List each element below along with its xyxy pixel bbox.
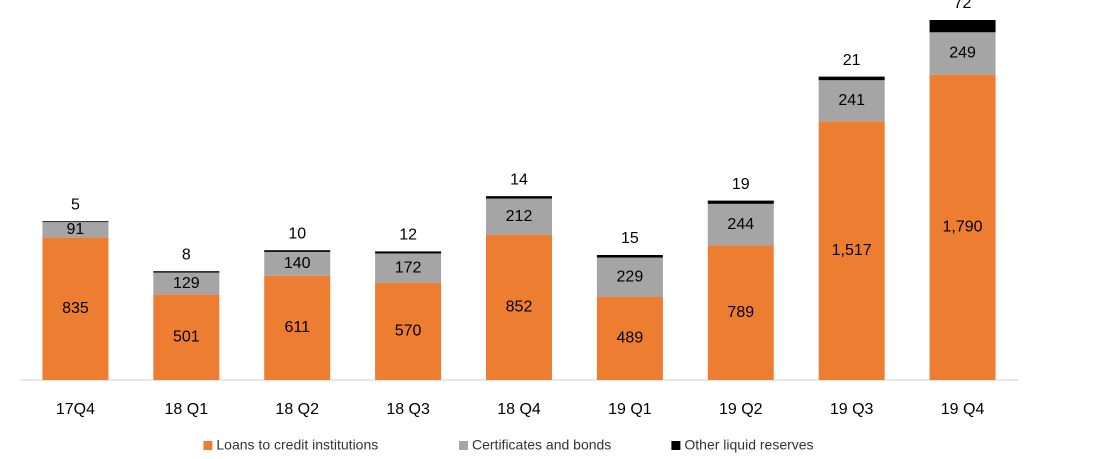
bar-segment — [375, 282, 442, 380]
data-label: 611 — [284, 319, 310, 336]
bar-segment — [486, 196, 552, 199]
bar-segment — [264, 250, 331, 252]
x-tick-label: 19 Q2 — [719, 401, 763, 418]
legend-swatch — [459, 441, 468, 450]
bar-segment — [153, 272, 220, 295]
bar-segment — [707, 245, 774, 380]
bar-segment — [596, 296, 663, 380]
bar-segment — [375, 251, 442, 254]
data-label: 244 — [727, 216, 754, 233]
data-label: 14 — [510, 171, 528, 188]
data-label: 172 — [395, 259, 422, 276]
bar-segment — [42, 237, 109, 380]
data-label: 835 — [62, 300, 89, 317]
bar-segment — [818, 76, 885, 81]
bar-segment — [707, 203, 774, 246]
x-tick-label: 19 Q1 — [608, 401, 652, 418]
legend-swatch — [203, 441, 213, 450]
bar-segment — [818, 80, 885, 122]
bar-segment — [596, 254, 663, 258]
bar-segment — [153, 271, 220, 273]
x-tick-label: 19 Q3 — [830, 401, 874, 418]
x-tick-label: 18 Q4 — [497, 401, 541, 418]
data-label: 229 — [617, 268, 644, 285]
data-label: 8 — [182, 246, 191, 263]
bar-segment — [153, 294, 220, 380]
data-label: 5 — [71, 196, 80, 213]
bar-segment — [929, 20, 996, 33]
data-label: 19 — [732, 176, 750, 193]
data-label: 140 — [284, 255, 311, 272]
data-label: 15 — [621, 230, 639, 247]
x-tick-label: 17Q4 — [56, 401, 95, 418]
data-label: 501 — [173, 328, 200, 345]
bar-segment — [42, 222, 109, 238]
data-label: 10 — [288, 225, 306, 242]
legend-swatch — [671, 441, 681, 450]
x-tick-label: 18 Q1 — [165, 401, 209, 418]
legend-label: Other liquid reserves — [684, 437, 813, 453]
legend-label: Loans to credit institutions — [216, 437, 378, 453]
data-label: 1,790 — [943, 219, 983, 236]
x-tick-label: 19 Q4 — [941, 401, 985, 418]
bar-segment — [818, 121, 885, 380]
x-tick-label: 18 Q2 — [275, 401, 319, 418]
bar-segment — [375, 253, 442, 283]
bar-segment — [264, 275, 331, 380]
data-label: 72 — [954, 0, 972, 12]
data-label: 789 — [727, 304, 754, 321]
data-label: 212 — [506, 208, 533, 225]
data-label: 21 — [843, 52, 861, 69]
legend-label: Certificates and bonds — [472, 437, 611, 453]
bar-segment — [929, 74, 996, 381]
bar-segment — [707, 200, 774, 204]
x-tick-label: 18 Q3 — [386, 401, 430, 418]
bar-segment — [596, 257, 663, 297]
data-label: 489 — [617, 330, 644, 347]
bar-segment — [929, 32, 996, 75]
data-label: 852 — [506, 299, 533, 316]
data-label: 1,517 — [832, 242, 872, 259]
data-label: 241 — [838, 92, 865, 109]
bar-segment — [264, 251, 331, 276]
bar-segment — [42, 221, 109, 223]
data-label: 12 — [399, 227, 417, 244]
data-label: 91 — [67, 221, 85, 238]
data-label: 129 — [173, 275, 200, 292]
bar-segment — [486, 234, 552, 380]
data-label: 249 — [949, 45, 976, 62]
bar-segment — [486, 198, 552, 235]
data-label: 570 — [395, 323, 422, 340]
